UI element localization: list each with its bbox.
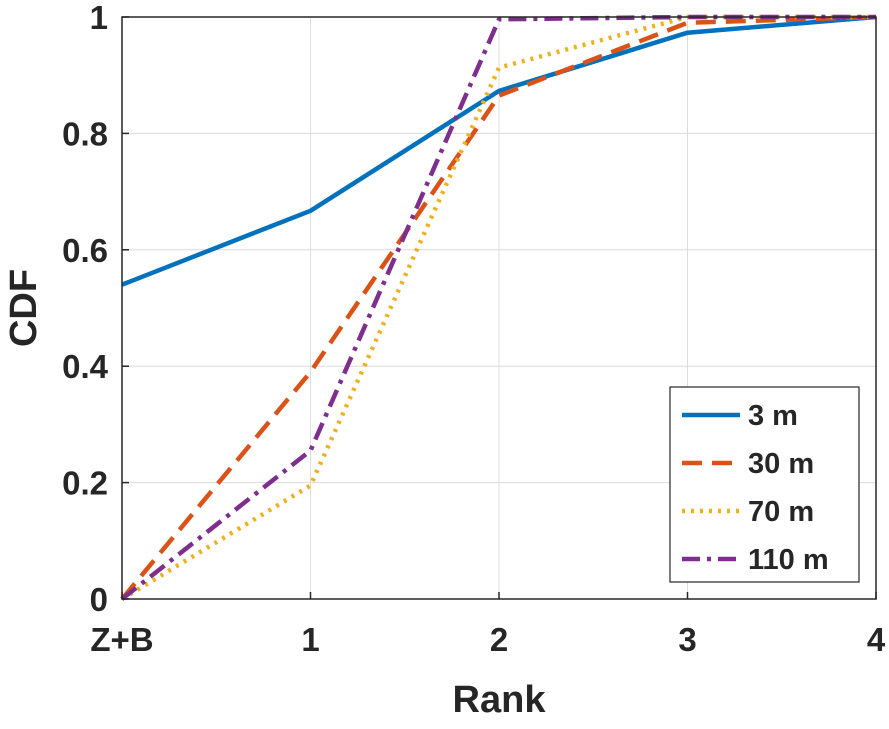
legend-label-3m: 3 m [748,400,798,432]
x-tick-label: Z+B [90,621,153,658]
y-tick-labels: 0 0.2 0.4 0.6 0.8 1 [62,0,129,618]
legend-box [669,386,860,583]
x-tick-label: 1 [301,621,319,658]
y-axis-label: CDF [3,269,45,347]
y-tick-label: 0.4 [62,348,109,385]
x-tick-label: 2 [490,621,508,658]
grid-lines [122,17,876,599]
x-tick-labels: Z+B 1 2 3 4 [90,592,886,658]
y-tick-label: 0.2 [62,465,108,502]
legend-label-110m: 110 m [748,544,829,576]
y-tick-label: 0.6 [62,232,108,269]
legend-label-30m: 30 m [748,448,814,480]
series-line-30m [120,14,877,601]
x-tick-label: 4 [867,621,886,658]
x-tick-label: 3 [678,621,696,658]
legend-label-70m: 70 m [748,496,814,528]
legend: 3 m 30 m 70 m 110 m [669,386,860,583]
y-tick-label: 1 [90,0,108,36]
series-line-3m [121,14,877,287]
y-tick-label: 0 [90,581,108,618]
x-axis-label: Rank [453,679,547,721]
y-tick-label: 0.8 [62,115,108,152]
